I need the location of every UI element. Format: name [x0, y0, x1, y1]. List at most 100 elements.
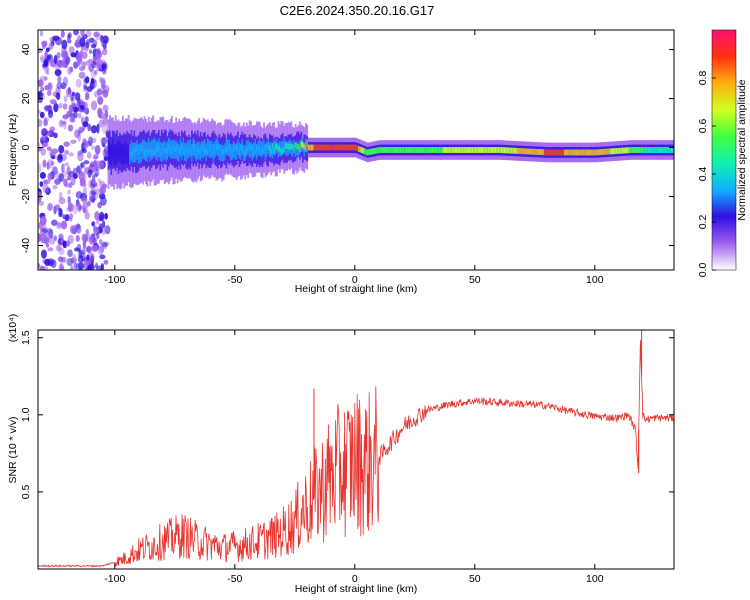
- heatmap-cell: [297, 143, 300, 150]
- heatmap-cell: [47, 82, 52, 90]
- heatmap-cell: [78, 266, 83, 270]
- heatmap-cell: [209, 143, 212, 150]
- heatmap-cell: [179, 138, 182, 157]
- heatmap-cell: [39, 229, 47, 235]
- heatmap-cell: [543, 149, 546, 156]
- heatmap-cell: [57, 154, 63, 163]
- heatmap-cell: [549, 149, 552, 156]
- snr-y-axis-label: SNR (10 * v/v): [7, 416, 19, 483]
- heatmap-cell: [79, 37, 86, 48]
- heatmap-cell: [38, 262, 41, 269]
- spectrogram-y-ticks: -40 -20 0 20 40: [20, 44, 674, 253]
- heatmap-cell: [611, 148, 614, 155]
- heatmap-cell: [314, 144, 317, 151]
- heatmap-cell: [509, 147, 512, 154]
- heatmap-cell: [302, 141, 304, 148]
- heatmap-cell: [107, 140, 110, 162]
- heatmap-cell: [65, 87, 72, 98]
- heatmap-cell: [579, 149, 582, 156]
- heatmap-cell: [116, 146, 119, 153]
- y-tick-label: 1.5: [20, 330, 32, 345]
- heatmap-cell: [38, 47, 43, 54]
- heatmap-cell: [604, 148, 607, 155]
- heatmap-cell: [510, 147, 513, 154]
- heatmap-cell: [119, 147, 121, 153]
- heatmap-cell: [45, 47, 50, 53]
- heatmap-cell: [329, 144, 332, 151]
- heatmap-cell: [304, 138, 307, 152]
- heatmap-cell: [80, 162, 86, 169]
- spectrogram-x-axis-label: Height of straight line (km): [295, 283, 418, 295]
- heatmap-cell: [133, 148, 136, 155]
- heatmap-cell: [438, 147, 441, 153]
- heatmap-cell: [631, 147, 634, 153]
- heatmap-cell: [39, 76, 43, 85]
- heatmap-cell: [162, 144, 165, 151]
- heatmap-cell: [392, 147, 395, 153]
- colorbar-tick-label: 0.6: [697, 119, 709, 134]
- heatmap-cell: [158, 145, 160, 151]
- heatmap-cell: [85, 245, 93, 253]
- heatmap-cell: [95, 265, 103, 270]
- spectrogram-x-ticks: -100 -50 0 50 100: [104, 30, 604, 286]
- heatmap-cell: [575, 149, 578, 156]
- heatmap-cell: [568, 149, 571, 156]
- heatmap-cell: [503, 147, 506, 154]
- heatmap-cell: [569, 149, 572, 156]
- heatmap-cell: [414, 147, 417, 153]
- heatmap-cell: [499, 147, 502, 153]
- heatmap-cell: [293, 145, 296, 152]
- heatmap-cell: [93, 153, 99, 160]
- heatmap-cell: [234, 144, 237, 151]
- heatmap-cell: [82, 121, 89, 128]
- heatmap-cell: [104, 110, 109, 119]
- heatmap-cell: [53, 54, 58, 65]
- heatmap-cell: [457, 147, 460, 153]
- heatmap-cell: [641, 147, 644, 153]
- heatmap-cell: [454, 147, 457, 153]
- heatmap-cell: [107, 151, 110, 158]
- heatmap-cell: [96, 47, 101, 55]
- heatmap-cell: [181, 144, 183, 151]
- heatmap-cell: [117, 150, 120, 157]
- snr-y-scale-note: (x10⁴): [7, 314, 19, 342]
- heatmap-cell: [68, 112, 72, 122]
- heatmap-cell: [139, 143, 142, 164]
- heatmap-cell: [70, 257, 78, 263]
- heatmap-cell: [109, 143, 111, 165]
- heatmap-cell: [206, 149, 209, 156]
- x-tick-label: 100: [586, 573, 604, 585]
- colorbar-gradient: [711, 29, 737, 271]
- heatmap-cell: [99, 112, 106, 119]
- heatmap-cell: [196, 146, 199, 153]
- heatmap-cell: [72, 253, 76, 262]
- heatmap-cell: [74, 106, 79, 113]
- heatmap-cell: [56, 222, 63, 228]
- heatmap-cell: [68, 104, 73, 115]
- heatmap-cell: [359, 146, 362, 153]
- heatmap-cell: [470, 147, 473, 153]
- heatmap-cell: [506, 147, 509, 154]
- heatmap-cell: [40, 238, 47, 244]
- heatmap-cell: [208, 145, 211, 152]
- heatmap-cell: [368, 149, 371, 156]
- heatmap-cell: [636, 147, 638, 153]
- heatmap-cell: [102, 84, 110, 94]
- heatmap-cell: [291, 143, 294, 150]
- heatmap-cell: [261, 147, 264, 154]
- heatmap-cell: [225, 138, 228, 155]
- heatmap-cell: [90, 125, 98, 134]
- heatmap-cell: [597, 149, 600, 156]
- heatmap-cell: [363, 148, 366, 155]
- heatmap-cell: [43, 76, 48, 81]
- heatmap-cell: [57, 256, 64, 262]
- heatmap-cell: [362, 147, 365, 154]
- heatmap-cell: [255, 144, 258, 151]
- heatmap-cell: [417, 147, 420, 153]
- heatmap-cell: [489, 147, 492, 153]
- heatmap-cell: [267, 142, 270, 149]
- heatmap-cell: [519, 148, 522, 154]
- heatmap-cell: [342, 144, 345, 151]
- heatmap-cell: [554, 149, 556, 156]
